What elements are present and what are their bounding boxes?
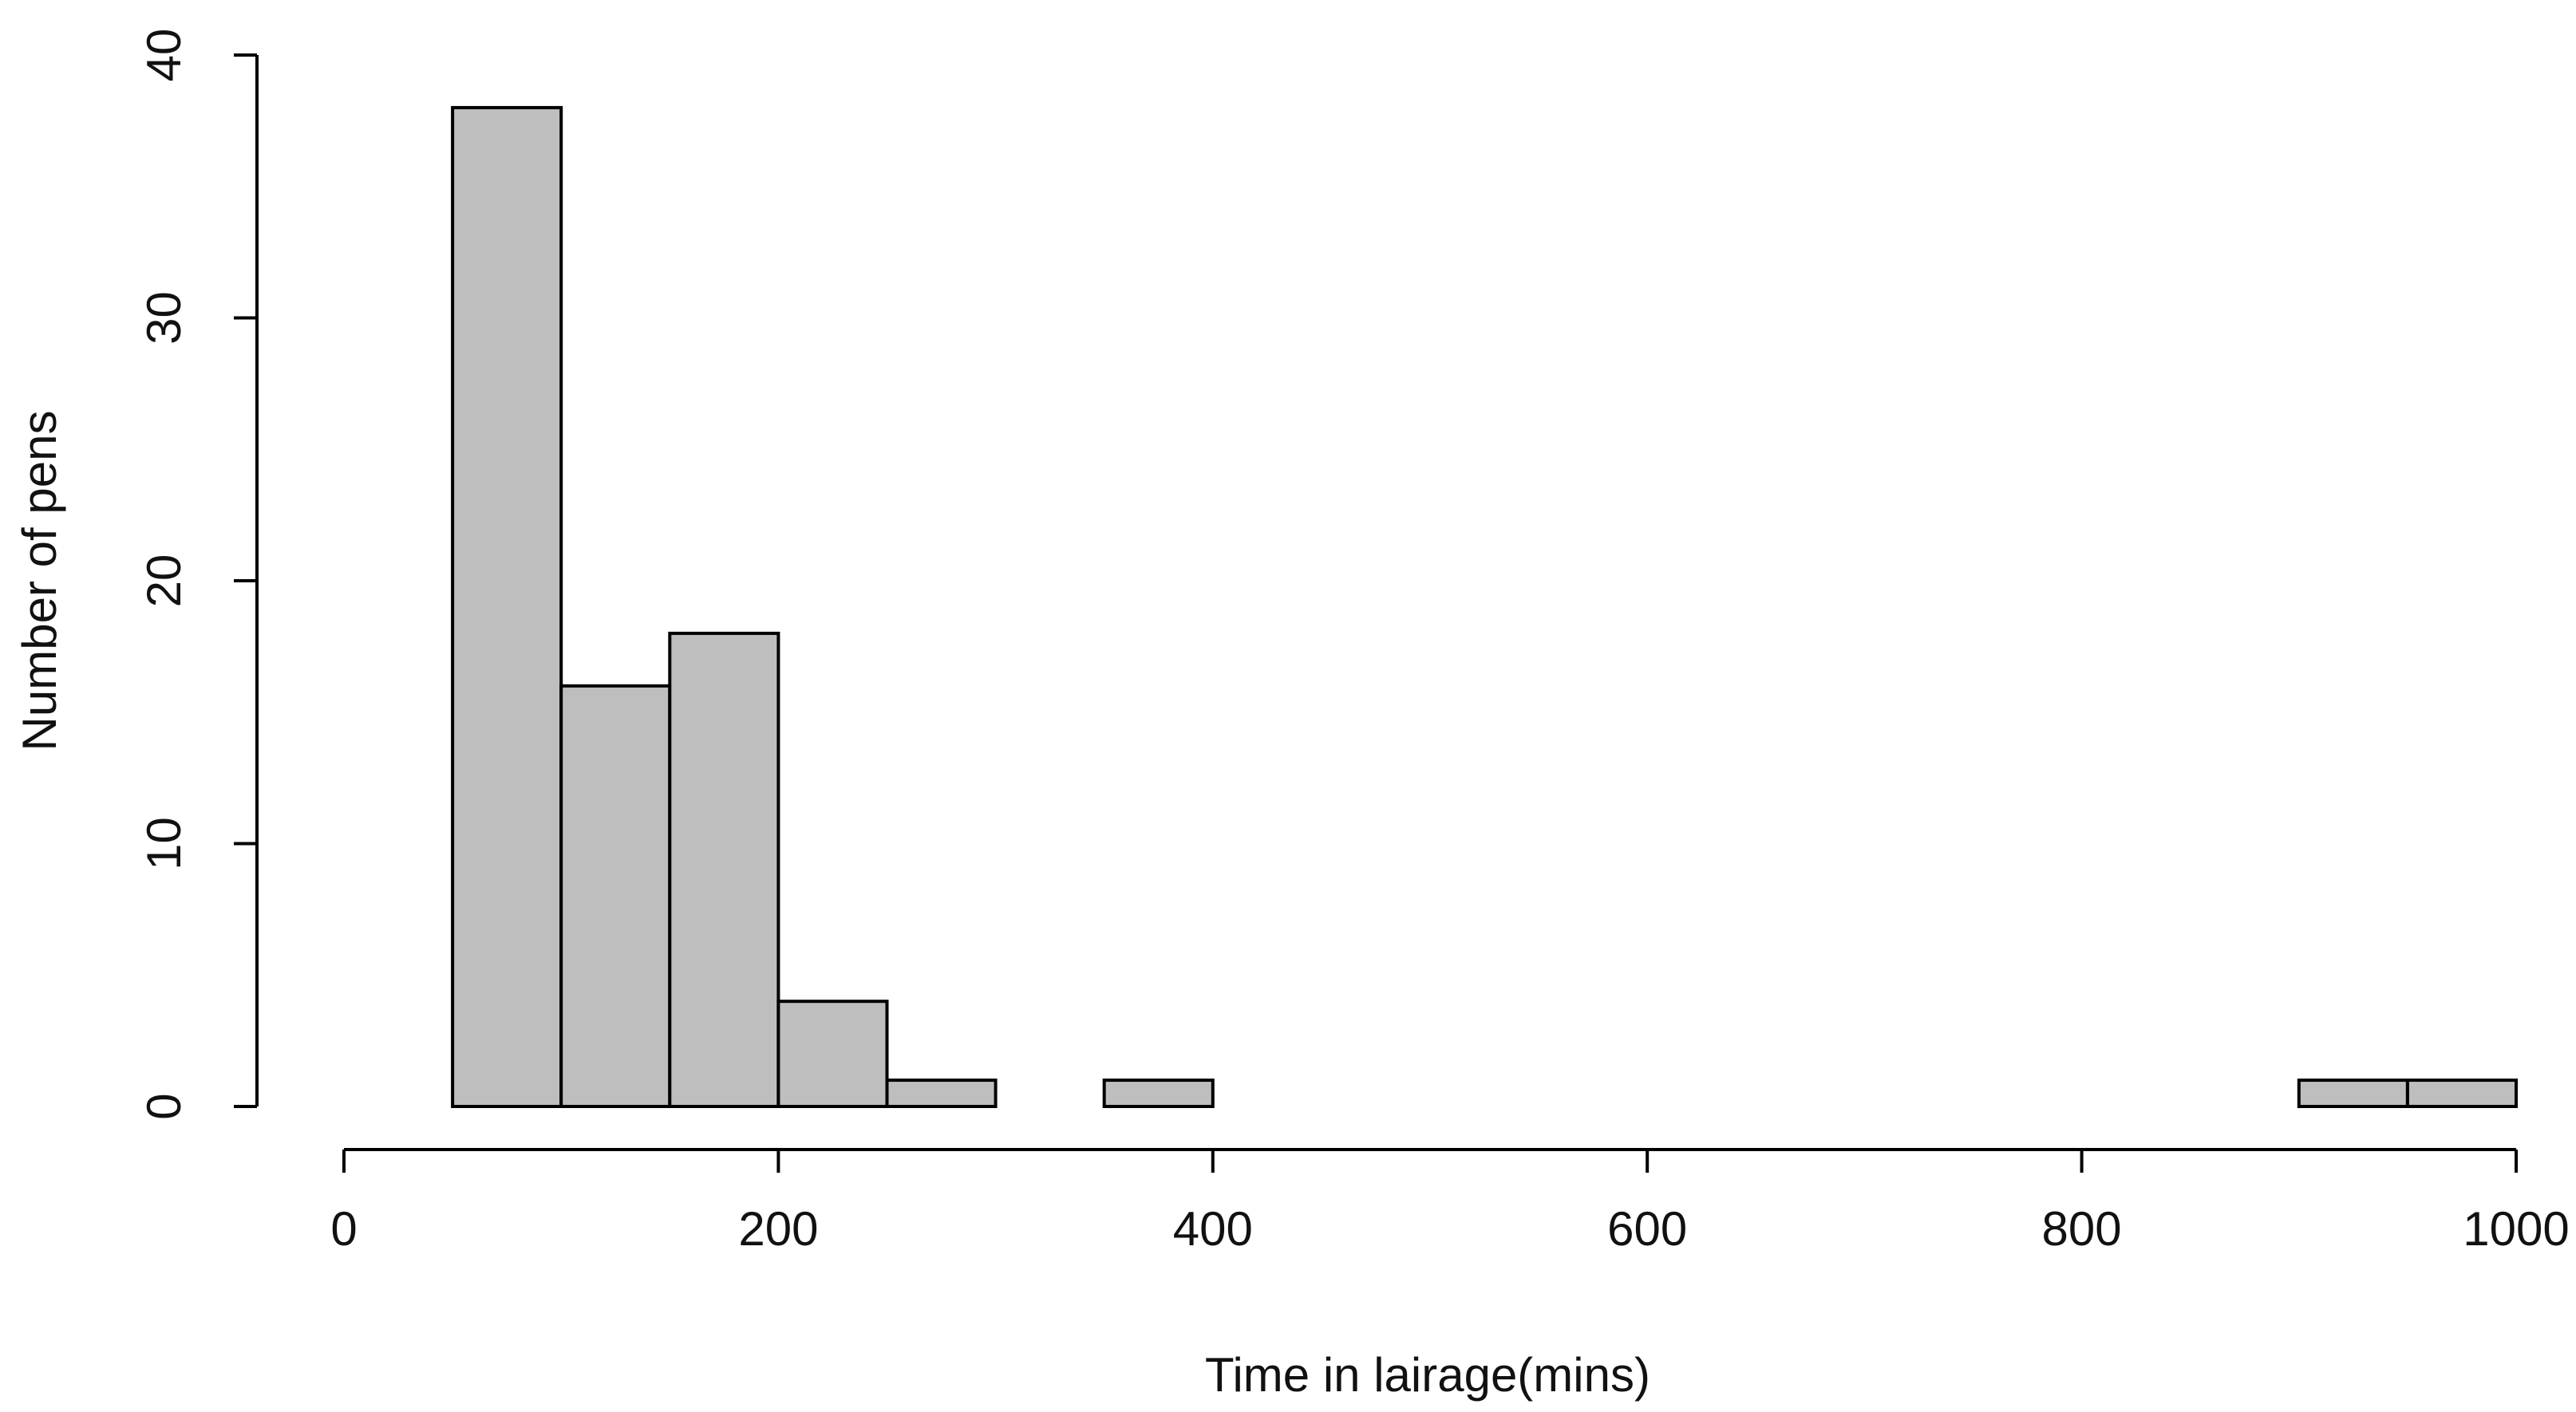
bar [2405, 1079, 2518, 1109]
y-tick-label: 10 [137, 817, 191, 870]
x-tick-label: 600 [1607, 1202, 1687, 1256]
x-tick-label: 200 [738, 1202, 818, 1256]
bar [451, 105, 563, 1108]
y-axis-title: Number of pens [13, 411, 66, 751]
bar [559, 684, 672, 1108]
x-tick-label: 1000 [2463, 1202, 2569, 1256]
bar [885, 1079, 998, 1109]
x-tick-label: 400 [1173, 1202, 1253, 1256]
bar [1102, 1079, 1215, 1109]
bar [2297, 1079, 2409, 1109]
y-tick-label: 20 [137, 554, 191, 608]
x-axis-title: Time in lairage(mins) [1205, 1348, 1650, 1402]
y-tick-label: 40 [137, 29, 191, 82]
x-tick-label: 800 [2042, 1202, 2122, 1256]
y-tick-label: 0 [137, 1093, 191, 1119]
bar [776, 1000, 889, 1108]
x-tick-label: 0 [330, 1202, 357, 1256]
bar [668, 631, 780, 1108]
y-tick-label: 30 [137, 291, 191, 345]
